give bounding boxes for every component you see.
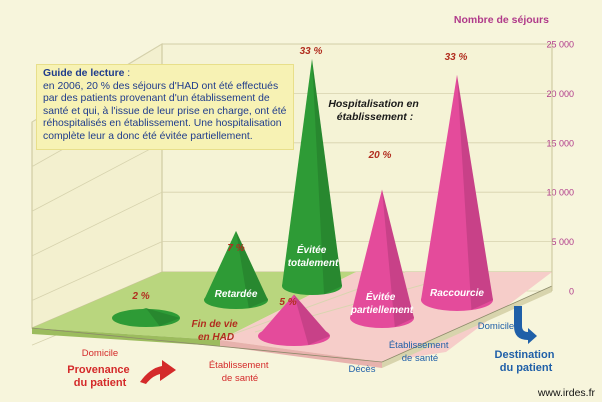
z-axis-title: Destination du patient: [495, 349, 558, 374]
cone-label-line: en HAD: [198, 332, 234, 343]
cones-layer: [112, 58, 493, 346]
floor-right-line: [381, 285, 553, 363]
y-tick-label: 25 000: [546, 40, 574, 50]
cone-label-evitee-totalement: Évitée totalement: [288, 243, 339, 269]
x-cat-etablissement: Établissement de santé: [209, 360, 271, 384]
cone-retardee-body: [204, 230, 268, 300]
cone-deces-domicile: [112, 308, 180, 327]
reading-guide-box: Guide de lecture : en 2006, 20 % des séj…: [36, 64, 294, 150]
cone-retardee: [204, 230, 268, 309]
floor-right-edge: [382, 286, 552, 368]
cone-evitee-partiellement-shade: [382, 189, 414, 327]
reading-guide-text: en 2006, 20 % des séjours d'HAD ont été …: [43, 80, 287, 142]
z-axis-title-line: du patient: [500, 362, 553, 374]
labels-layer: 2 % 7 % 33 % 5 % 20 % 33 % Hospitalisati…: [67, 46, 595, 399]
cone-label-line: partiellement: [350, 305, 414, 316]
cone-label-raccourcie: Raccourcie: [430, 288, 484, 299]
floor-front-line: [31, 327, 383, 363]
y-tick-label: 10 000: [546, 188, 574, 198]
cone-fin-de-vie-shade: [294, 294, 330, 345]
cone-fin-de-vie-body: [258, 294, 330, 336]
gridline-left: [31, 142, 163, 212]
z-cat-deces: Décès: [349, 364, 376, 375]
x-axis-title-line: du patient: [74, 377, 127, 389]
z-cat-line: de santé: [402, 353, 438, 364]
cone-label-retardee: Retardée: [215, 289, 258, 300]
x-cat-line: de santé: [222, 373, 258, 384]
cone-deces-domicile-shade: [146, 308, 180, 327]
pct-label-deces-domicile: 2 %: [131, 291, 149, 302]
reading-guide-colon: :: [124, 68, 131, 79]
x-cat-domicile: Domicile: [82, 348, 118, 359]
gridline-left: [31, 241, 163, 301]
z-cat-line: Établissement: [389, 340, 449, 351]
y-axis-title: Nombre de séjours: [454, 14, 549, 26]
gridline-left: [31, 191, 163, 257]
cone-evitee-totalement: [282, 58, 342, 295]
x-axis-title-line: Provenance: [67, 364, 129, 376]
cone-label-line: totalement: [288, 258, 339, 269]
x-cat-line: Établissement: [209, 360, 269, 371]
y-tick-label: 15 000: [546, 138, 574, 148]
cone-raccourcie-body: [421, 74, 493, 301]
cone-evitee-totalement-shade: [312, 58, 342, 295]
cone-label-line: Évitée: [297, 243, 327, 256]
y-axis: Nombre de séjours 25 000 20 000 15 000 10 0…: [454, 14, 574, 297]
hospitalisation-label-line: établissement :: [337, 111, 413, 123]
pct-label-evitee-totalement: 33 %: [300, 46, 323, 57]
cone-label-line: Fin de vie: [192, 319, 239, 330]
pct-label-evitee-partiellement: 20 %: [368, 150, 392, 161]
red-curved-arrow-icon: [140, 360, 176, 384]
cone-label-fin-de-vie: Fin de vie en HAD: [192, 319, 241, 343]
z-cat-etablissement: Établissement de santé: [389, 340, 451, 364]
z-cat-domicile: Domicile: [478, 321, 514, 332]
x-axis-title: Provenance du patient: [67, 364, 132, 389]
arrows-layer: [140, 306, 537, 384]
pct-label-fin-de-vie: 5 %: [279, 297, 296, 308]
hospitalisation-label: Hospitalisation en établissement :: [328, 98, 421, 123]
cone-evitee-partiellement-body: [350, 189, 414, 318]
cone-deces-domicile-body: [112, 308, 180, 318]
y-tick-label: 5 000: [551, 237, 574, 247]
pct-label-retardee: 7 %: [227, 243, 244, 254]
cone-retardee-shade: [236, 230, 268, 309]
pct-label-raccourcie: 33 %: [445, 52, 468, 63]
y-tick-label: 0: [569, 287, 574, 297]
blue-curved-arrow-icon: [514, 306, 537, 344]
cone-fin-de-vie: [258, 294, 330, 346]
hospitalisation-label-line: Hospitalisation en: [328, 98, 418, 110]
z-axis-title-line: Destination: [495, 349, 555, 361]
cone-evitee-totalement-body: [282, 58, 342, 287]
cone-label-evitee-partiellement: Évitée partiellement: [350, 290, 414, 316]
watermark: www.irdes.fr: [537, 387, 596, 399]
reading-guide-title: Guide de lecture: [43, 68, 125, 79]
cone-evitee-partiellement: [350, 189, 414, 328]
cone-raccourcie-shade: [457, 74, 493, 310]
y-tick-label: 20 000: [546, 89, 574, 99]
floor-domicile: [32, 272, 356, 340]
cone-raccourcie: [421, 74, 493, 311]
cone-label-line: Évitée: [366, 290, 396, 303]
